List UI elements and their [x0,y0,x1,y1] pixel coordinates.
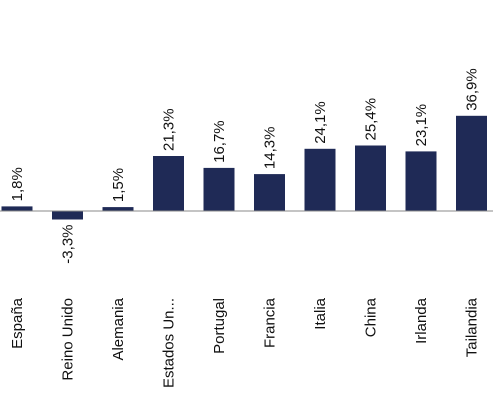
category-label-portugal: Portugal [211,298,228,354]
data-label-francia: 14,3% [262,127,279,170]
bars-group [1,115,487,220]
data-label-china: 25,4% [363,98,380,141]
bar-estados-un [153,156,184,211]
bar-irlanda [405,151,437,211]
data-label-reino-unido: -3,3% [60,225,77,264]
bar-portugal [203,167,235,211]
data-label-estados-un: 21,3% [161,108,178,151]
category-label-alemania: Alemania [110,297,127,360]
category-label-china: China [363,297,380,337]
bar-reino-unido [52,211,83,220]
data-label-portugal: 16,7% [211,120,228,163]
category-label-irlanda: Irlanda [413,297,430,344]
data-label-alemania: 1,5% [110,168,127,202]
bar-italia [304,148,336,211]
data-labels-group: 1,8% -3,3% 1,5% 21,3% 16,7% 14,3% 24,1% 25,4% 23… [9,68,481,263]
category-label-espana: España [9,297,26,349]
category-labels-group: España Reino Unido Alemania Estados Un... Po… [9,297,481,388]
bar-francia [254,174,285,211]
bar-china [355,145,386,211]
category-label-francia: Francia [262,297,279,348]
category-label-italia: Italia [312,297,329,329]
bar-alemania [102,207,134,211]
bar-espana [1,206,33,211]
data-label-espana: 1,8% [9,167,26,201]
category-label-estados-un: Estados Un... [161,298,178,388]
data-label-irlanda: 23,1% [413,104,430,147]
category-label-reino-unido: Reino Unido [60,298,77,381]
data-label-italia: 24,1% [312,101,329,144]
data-label-tailandia: 36,9% [464,68,481,111]
bar-tailandia [456,115,487,211]
category-label-tailandia: Tailandia [464,297,481,357]
